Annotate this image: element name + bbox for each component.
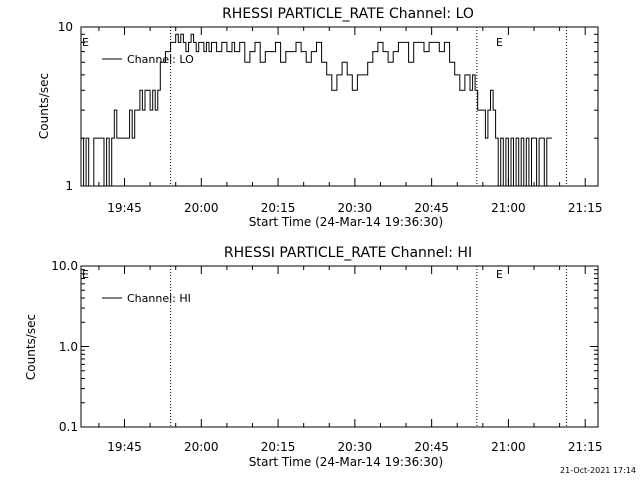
- x-tick-label: 20:15: [261, 440, 296, 454]
- legend-label-hi: Channel: HI: [127, 292, 191, 305]
- y-axis-label-lo: Counts/sec: [37, 73, 51, 139]
- y-tick-label-hi-top: 10.0: [51, 259, 78, 273]
- chart-title-hi: RHESSI PARTICLE_RATE Channel: HI: [224, 245, 472, 261]
- panel-hi: RHESSI PARTICLE_RATE Channel: HI 19:45 20…: [24, 245, 602, 469]
- y-tick-label-hi-bottom: 0.1: [59, 420, 78, 434]
- x-axis-label-hi: Start Time (24-Mar-14 19:36:30): [249, 455, 443, 469]
- series-line-lo: [81, 33, 552, 187]
- x-tick-label: 20:30: [338, 201, 373, 215]
- x-tick-label: 20:15: [261, 201, 296, 215]
- y-tick-label-lo-bottom: 1: [65, 179, 73, 193]
- event-lines-lo: [170, 27, 567, 186]
- x-ticks-hi: [98, 266, 586, 427]
- y-ticks-lo: [81, 33, 598, 187]
- y-ticks-hi: [81, 269, 598, 428]
- x-tick-label: 21:00: [491, 440, 526, 454]
- x-tick-label: 20:45: [414, 201, 449, 215]
- footer-timestamp: 21-Oct-2021 17:14: [560, 466, 636, 475]
- x-tick-label: 21:15: [568, 440, 603, 454]
- y-tick-label-lo-top: 10: [58, 20, 73, 34]
- y-axis-label-hi: Counts/sec: [24, 314, 38, 380]
- panel-lo: RHESSI PARTICLE_RATE Channel: LO 19:45 20…: [37, 6, 602, 229]
- event-marker-lo-end: E: [496, 36, 503, 49]
- x-tick-label: 21:15: [568, 201, 603, 215]
- x-tick-label: 21:00: [491, 201, 526, 215]
- event-marker-lo-start: E: [82, 36, 89, 49]
- x-tick-label: 20:00: [184, 440, 219, 454]
- x-tick-labels-lo: 19:45 20:00 20:15 20:30 20:45 21:00 21:15: [107, 201, 602, 215]
- plot-frame-lo: [80, 26, 599, 187]
- x-ticks-lo: [98, 27, 586, 186]
- x-tick-label: 20:00: [184, 201, 219, 215]
- x-tick-label: 20:30: [338, 440, 373, 454]
- event-lines-hi: [170, 266, 567, 427]
- x-tick-label: 19:45: [107, 440, 142, 454]
- chart-title-lo: RHESSI PARTICLE_RATE Channel: LO: [222, 6, 474, 22]
- x-tick-labels-hi: 19:45 20:00 20:15 20:30 20:45 21:00 21:15: [107, 440, 602, 454]
- event-marker-hi-end: E: [496, 268, 503, 281]
- plot-frame-hi: [80, 265, 599, 428]
- event-marker-hi-start: E: [82, 268, 89, 281]
- x-tick-label: 19:45: [107, 201, 142, 215]
- y-tick-label-hi-mid: 1.0: [59, 340, 78, 354]
- x-axis-label-lo: Start Time (24-Mar-14 19:36:30): [249, 215, 443, 229]
- x-tick-label: 20:45: [414, 440, 449, 454]
- legend-label-lo: Channel: LO: [127, 53, 194, 66]
